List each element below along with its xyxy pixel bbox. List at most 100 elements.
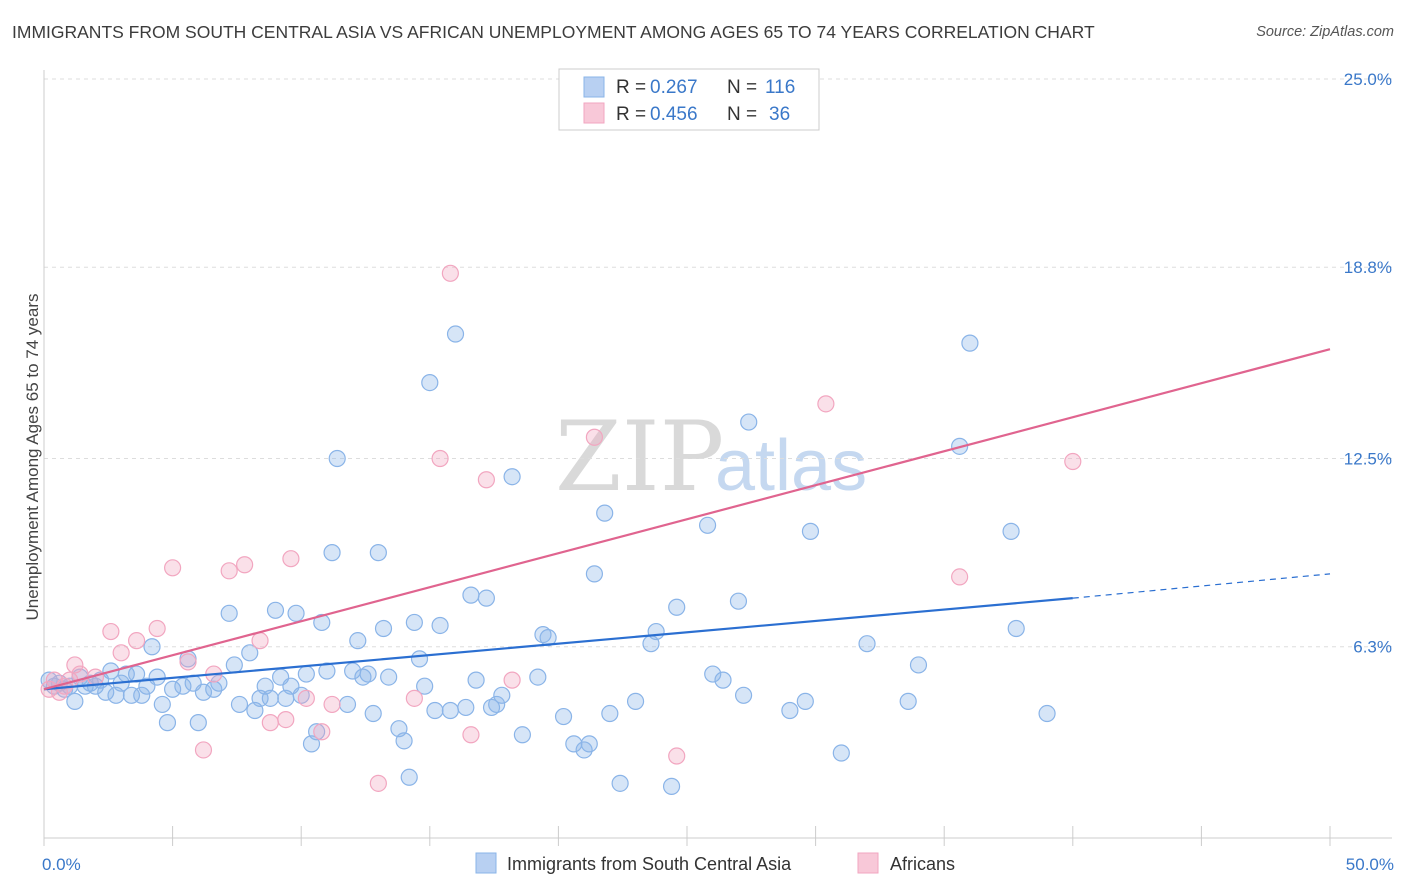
data-point [220,604,238,622]
data-point [292,686,310,704]
data-point [503,671,521,689]
trend-line-extension [1072,573,1331,599]
data-point [951,568,969,586]
data-point [426,701,444,720]
bottom-legend-africans: Africans [890,854,955,874]
data-point [266,601,285,619]
data-point [441,264,459,282]
data-point [189,714,207,732]
data-point [127,632,146,650]
data-point [66,656,84,674]
data-point [488,695,506,714]
data-point [961,334,979,352]
bottom-legend-swatch-africans [857,852,879,874]
data-point [405,689,423,707]
legend-n-value: 116 [765,77,795,98]
data-point [585,565,604,583]
data-point [446,325,465,343]
data-point [241,644,259,662]
data-point [626,692,645,710]
trend-line [43,597,1073,691]
data-point [369,544,387,562]
data-point [236,556,254,574]
data-point [601,704,619,723]
data-point [225,656,243,674]
data-point [133,686,151,704]
data-point [323,544,341,562]
data-point [796,692,814,710]
legend-swatch-africans [583,102,605,124]
legend-r-label: R = [616,104,646,125]
data-point [529,668,547,686]
y-tick-label: 25.0% [1344,70,1392,89]
data-point [164,680,182,698]
series-immigrants-points [40,325,1056,795]
data-point [832,744,850,762]
axes [43,70,1392,839]
data-point [668,598,686,616]
bottom-legend-immigrants: Immigrants from South Central Asia [507,854,792,874]
data-point [596,504,614,522]
data-point [174,677,192,695]
data-point [313,613,331,632]
data-point [164,559,182,577]
data-point [261,714,279,732]
x-tick-label: 0.0% [42,855,81,874]
data-point [585,428,604,446]
y-tick-labels: 6.3% 12.5% 18.8% 25.0% [1344,70,1392,657]
legend-r-value: 0.267 [650,77,698,98]
data-point [369,774,387,792]
data-point [493,686,511,704]
data-point [416,677,434,695]
data-point [287,604,305,622]
data-point [704,665,722,683]
data-point [734,686,753,704]
data-point [1002,522,1020,540]
data-point [714,671,732,689]
data-point [194,741,213,759]
data-point [313,723,331,741]
data-point [338,695,357,714]
watermark: ZIP atlas [555,401,867,513]
legend-swatch-immigrants [583,76,605,98]
data-point [899,692,917,710]
data-point [858,635,876,653]
data-point [781,701,799,720]
bottom-legend: Immigrants from South Central Asia Afric… [475,852,955,874]
legend-box: R = 0.267 N = 116 R = 0.456 N = 36 [558,68,820,131]
data-point [102,622,120,641]
data-point [66,692,84,710]
chart-source: Source: ZipAtlas.com [1256,24,1394,40]
data-point [503,468,521,486]
data-point [513,726,531,744]
data-point [441,701,459,720]
data-point [431,616,449,635]
data-point [1064,452,1082,471]
data-point [277,710,295,729]
data-point [220,562,238,580]
watermark-atlas: atlas [715,426,867,506]
data-point [251,632,269,650]
data-point [467,671,485,689]
legend-r-value: 0.456 [650,104,698,125]
bottom-legend-swatch-immigrants [475,852,497,874]
data-point [158,714,177,732]
trend-line [43,348,1331,691]
data-point [817,395,835,413]
data-point [297,689,315,707]
data-point [647,622,665,641]
data-point [611,774,629,792]
data-point [380,668,398,686]
data-point [729,592,748,610]
data-point [354,668,372,686]
y-tick-label: 12.5% [1344,450,1392,469]
x-ticks [43,826,1331,846]
legend-n-value: 36 [769,104,790,125]
data-point [421,374,439,392]
data-point [148,668,166,686]
data-point [143,638,161,656]
data-point [534,625,552,644]
legend-n-label: N = [727,104,757,125]
data-point [297,665,315,683]
data-point [909,656,928,674]
